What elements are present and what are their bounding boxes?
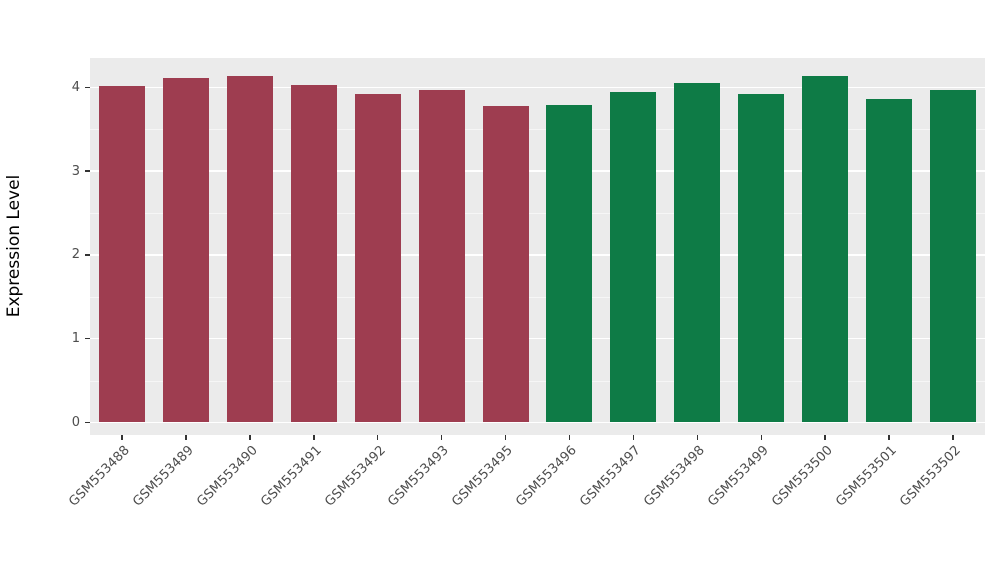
x-tick-label: GSM553497 xyxy=(577,443,644,510)
bar xyxy=(546,104,593,423)
gridline-minor xyxy=(90,212,985,214)
x-tick-mark xyxy=(376,435,379,440)
x-tick-mark xyxy=(568,435,571,440)
plot-panel xyxy=(90,58,985,435)
y-tick-label: 1 xyxy=(71,331,80,347)
y-tick-label: 4 xyxy=(71,79,80,95)
x-tick-label: GSM553488 xyxy=(65,443,133,510)
gridline-major xyxy=(90,170,985,172)
bar xyxy=(418,89,465,423)
y-tick-label: 3 xyxy=(71,163,80,179)
x-tick-label: GSM553492 xyxy=(321,443,389,510)
x-tick-label: GSM553489 xyxy=(129,443,197,510)
y-tick-label: 2 xyxy=(71,247,80,263)
gridline-minor xyxy=(90,296,985,298)
x-tick-label: GSM553501 xyxy=(833,443,900,510)
y-tick-label: 0 xyxy=(71,414,80,430)
x-tick-label: GSM553495 xyxy=(449,443,517,510)
x-tick-mark xyxy=(185,435,187,440)
bar xyxy=(802,76,849,423)
gridline-major xyxy=(90,86,985,88)
x-tick-mark xyxy=(313,435,315,440)
x-tick-mark xyxy=(760,435,762,440)
y-tick-mark xyxy=(85,254,90,256)
y-tick-mark xyxy=(85,86,90,89)
x-tick-mark xyxy=(888,435,890,440)
y-tick-mark xyxy=(85,170,90,172)
gridline-major xyxy=(90,337,985,340)
x-tick-label: GSM553499 xyxy=(705,443,772,510)
bar xyxy=(738,94,785,423)
x-tick-mark xyxy=(121,435,123,440)
x-tick-mark xyxy=(696,435,699,440)
y-tick-mark xyxy=(85,337,90,340)
x-tick-mark xyxy=(249,435,251,440)
x-tick-label: GSM553496 xyxy=(513,443,581,510)
x-tick-mark xyxy=(440,435,443,440)
x-tick-label: GSM553502 xyxy=(897,443,964,510)
x-tick-label: GSM553498 xyxy=(641,443,708,510)
bar xyxy=(482,105,529,423)
bar xyxy=(98,85,145,423)
x-tick-label: GSM553490 xyxy=(193,443,261,510)
x-tick-mark xyxy=(824,435,826,440)
x-tick-mark xyxy=(952,435,954,440)
bar xyxy=(162,78,209,423)
bar xyxy=(354,94,401,423)
bar xyxy=(226,75,273,423)
x-tick-label: GSM553500 xyxy=(769,443,836,510)
x-tick-mark xyxy=(632,435,635,440)
bar xyxy=(674,83,721,423)
gridline-minor xyxy=(90,380,985,382)
bar xyxy=(866,99,913,423)
x-tick-mark xyxy=(504,435,507,440)
bar xyxy=(930,89,977,423)
bar xyxy=(610,92,657,423)
bar xyxy=(290,84,337,423)
x-tick-label: GSM553493 xyxy=(385,443,453,510)
y-axis-title-text: Expression Level xyxy=(4,174,24,318)
gridline-major xyxy=(90,421,985,424)
gridline-major xyxy=(90,254,985,256)
x-tick-label: GSM553491 xyxy=(257,443,325,510)
y-tick-mark xyxy=(85,421,90,424)
gridline-minor xyxy=(90,129,985,131)
